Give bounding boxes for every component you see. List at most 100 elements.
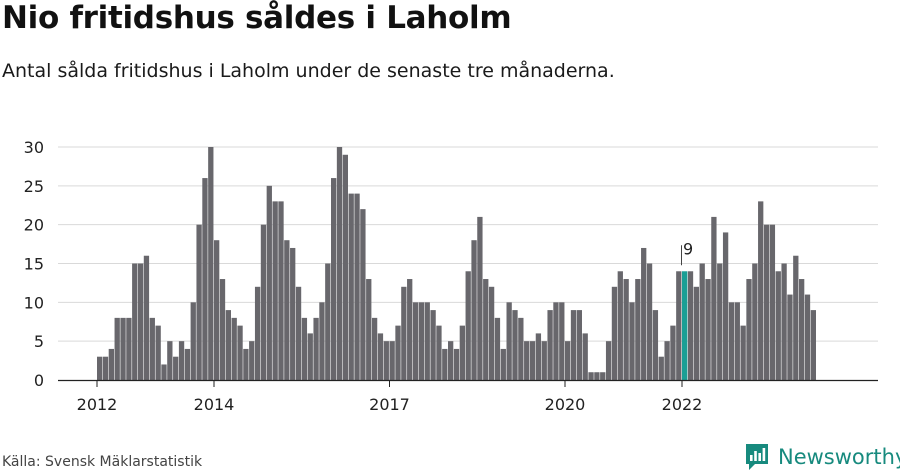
bar: [793, 255, 799, 380]
bar: [588, 372, 594, 380]
x-axis: 2012 2014 2017 2020 2022: [58, 379, 878, 414]
bar: [635, 279, 641, 380]
bar: [225, 310, 231, 380]
highlighted-bar: [682, 271, 688, 380]
bar: [260, 224, 267, 380]
bar: [664, 341, 670, 380]
bar: [424, 302, 430, 380]
bar: [483, 279, 489, 380]
y-tick-label: 20: [24, 216, 44, 235]
bar: [541, 341, 547, 380]
brand-logo[interactable]: Newsworthy: [744, 442, 900, 472]
bar: [658, 356, 664, 380]
bar: [687, 271, 694, 380]
bar: [728, 302, 735, 380]
bar: [711, 216, 717, 380]
bar: [775, 271, 781, 380]
bar: [465, 271, 471, 380]
bar: [418, 302, 425, 380]
x-tick-label: 2022: [662, 395, 703, 414]
bar: [804, 294, 811, 380]
brand-name: Newsworthy: [778, 445, 900, 469]
bar: [722, 232, 729, 380]
bar: [307, 333, 313, 380]
y-tick-label: 5: [34, 332, 44, 351]
y-tick-label: 10: [24, 293, 44, 312]
bar: [120, 317, 126, 380]
bar: [319, 302, 325, 380]
bar: [676, 271, 682, 380]
bar: [143, 255, 150, 380]
bar: [313, 317, 319, 380]
bar: [594, 372, 600, 380]
bar: [178, 341, 185, 380]
bars: [97, 147, 816, 380]
bar: [699, 263, 705, 380]
bar: [184, 348, 191, 380]
bar: [161, 364, 167, 380]
bar: [535, 333, 542, 380]
bar: [652, 310, 659, 380]
bar: [600, 372, 606, 380]
bar: [97, 356, 103, 380]
data-label: 9: [683, 239, 693, 258]
bar: [494, 317, 501, 380]
bar: [781, 263, 787, 380]
y-tick-label: 15: [24, 255, 44, 274]
bar: [126, 317, 132, 380]
bar: [763, 224, 770, 380]
bar: [371, 317, 378, 380]
bar: [366, 279, 372, 380]
bar: [605, 341, 612, 380]
x-tick-label: 2012: [77, 395, 118, 414]
source-note: Källa: Svensk Mäklarstatistik: [2, 454, 203, 470]
bar: [155, 325, 161, 380]
bar: [395, 325, 401, 380]
y-axis-tick-labels: 0 5 10 15 20 25 30: [24, 138, 44, 390]
bar: [436, 325, 442, 380]
bar: [646, 263, 653, 380]
y-tick-label: 0: [34, 371, 44, 390]
bar: [132, 263, 138, 380]
bar: [208, 147, 214, 380]
bar: [529, 341, 536, 380]
bar: [249, 341, 255, 380]
bar: [453, 348, 460, 380]
bar: [582, 333, 588, 380]
bar: [576, 310, 582, 380]
x-tick-label: 2020: [545, 395, 586, 414]
bar: [512, 310, 518, 380]
bar: [500, 348, 506, 380]
bar: [810, 310, 816, 380]
bar: [231, 317, 237, 380]
newsworthy-logo-icon: [746, 444, 768, 470]
bar: [167, 341, 173, 380]
bar: [237, 325, 243, 380]
bar: [617, 271, 623, 380]
bar: [448, 341, 454, 380]
chart-title: Nio fritidshus såldes i Laholm: [2, 0, 512, 36]
bar: [348, 193, 354, 380]
bar: [401, 286, 407, 380]
bar: [407, 279, 413, 380]
bar: [746, 279, 752, 380]
bar: [547, 310, 553, 380]
bar: [799, 279, 805, 380]
bar: [459, 325, 465, 380]
bar: [173, 356, 179, 380]
bar: [219, 279, 226, 380]
bar: [506, 302, 512, 380]
bar: [611, 286, 618, 380]
bar: [377, 333, 384, 380]
bar: [412, 302, 419, 380]
bar: [284, 240, 290, 380]
bar: [214, 240, 220, 380]
bar: [354, 193, 360, 380]
bar: [717, 263, 723, 380]
bar: [102, 356, 109, 380]
bar: [290, 247, 296, 380]
bar: [272, 201, 278, 380]
bar: [266, 185, 272, 380]
x-tick-label: 2014: [194, 395, 235, 414]
